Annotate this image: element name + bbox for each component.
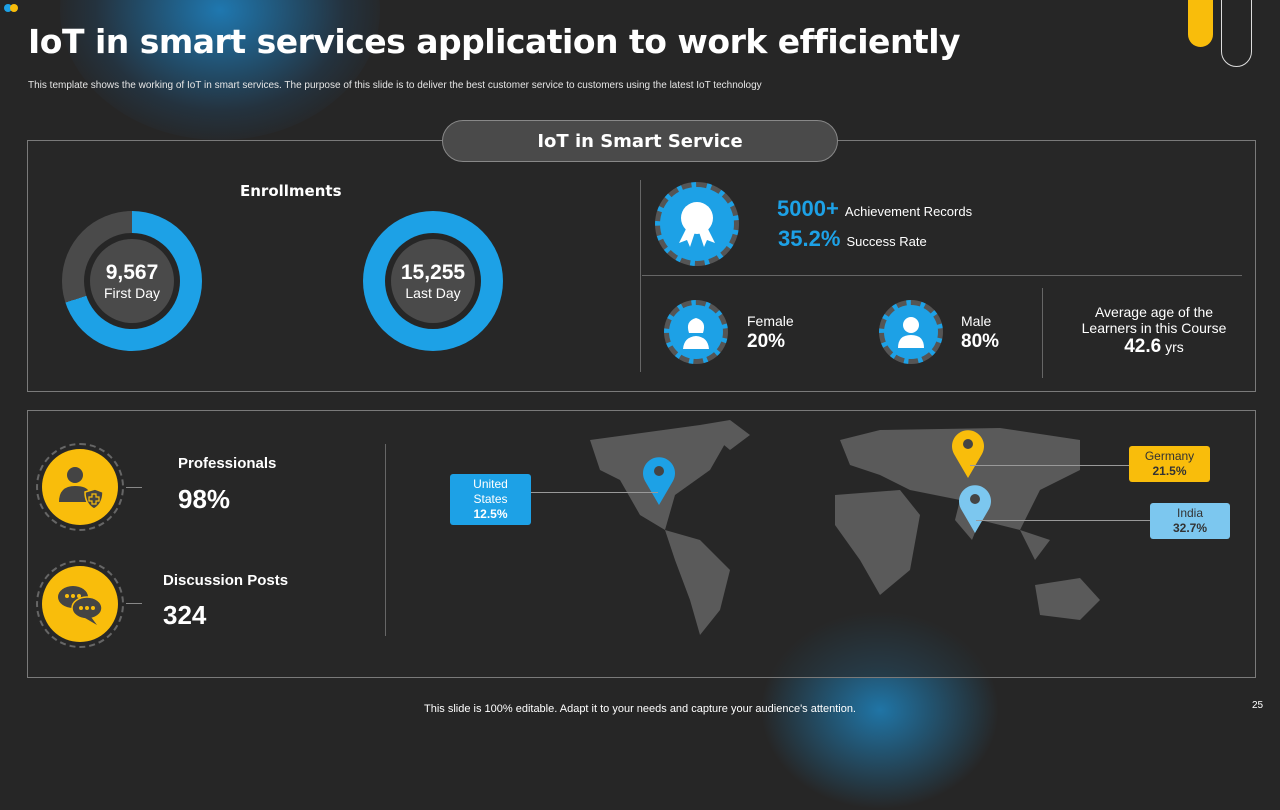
male-icon	[879, 300, 943, 364]
female-label: Female	[747, 313, 794, 329]
discussion-label: Discussion Posts	[163, 572, 289, 589]
first-day-center: 9,567 First Day	[90, 239, 174, 323]
smart-service-panel	[27, 140, 1256, 392]
male-value: 80%	[961, 331, 1000, 352]
decor-pill-outline	[1221, 0, 1252, 67]
professionals-label: Professionals	[178, 455, 277, 472]
success-rate: 35.2% Success Rate	[778, 226, 927, 251]
background-glow	[60, 0, 380, 140]
achievement-records: 5000+ Achievement Records	[777, 196, 973, 221]
enrollments-heading: Enrollments	[240, 182, 342, 200]
map-tag-germany: Germany 21.5%	[1129, 446, 1210, 482]
male-label: Male	[961, 313, 992, 329]
page-subtitle: This template shows the working of IoT i…	[28, 80, 762, 91]
page-title: IoT in smart services application to wor…	[28, 22, 961, 61]
decor-pill-yellow	[1188, 0, 1213, 47]
discussion-value: 324	[163, 600, 207, 630]
professional-icon	[42, 449, 118, 525]
average-age: Average age of the Learners in this Cours…	[1081, 304, 1227, 357]
section-title: IoT in Smart Service	[442, 120, 838, 162]
professionals-value: 98%	[178, 484, 231, 514]
map-tag-india: India 32.7%	[1150, 503, 1230, 539]
logo-dot	[4, 4, 12, 12]
page-number: 25	[1252, 700, 1264, 711]
map-tag-united-states: United States 12.5%	[450, 474, 531, 525]
last-day-center: 15,255 Last Day	[391, 239, 475, 323]
location-pin-icon	[952, 430, 984, 478]
location-pin-icon	[643, 457, 675, 505]
female-value: 20%	[747, 331, 786, 352]
award-icon	[655, 182, 739, 266]
discussion-icon	[42, 566, 118, 642]
footer-note: This slide is 100% editable. Adapt it to…	[424, 703, 856, 715]
female-icon	[664, 300, 728, 364]
logo-dot	[10, 4, 18, 12]
location-pin-icon	[959, 485, 991, 533]
